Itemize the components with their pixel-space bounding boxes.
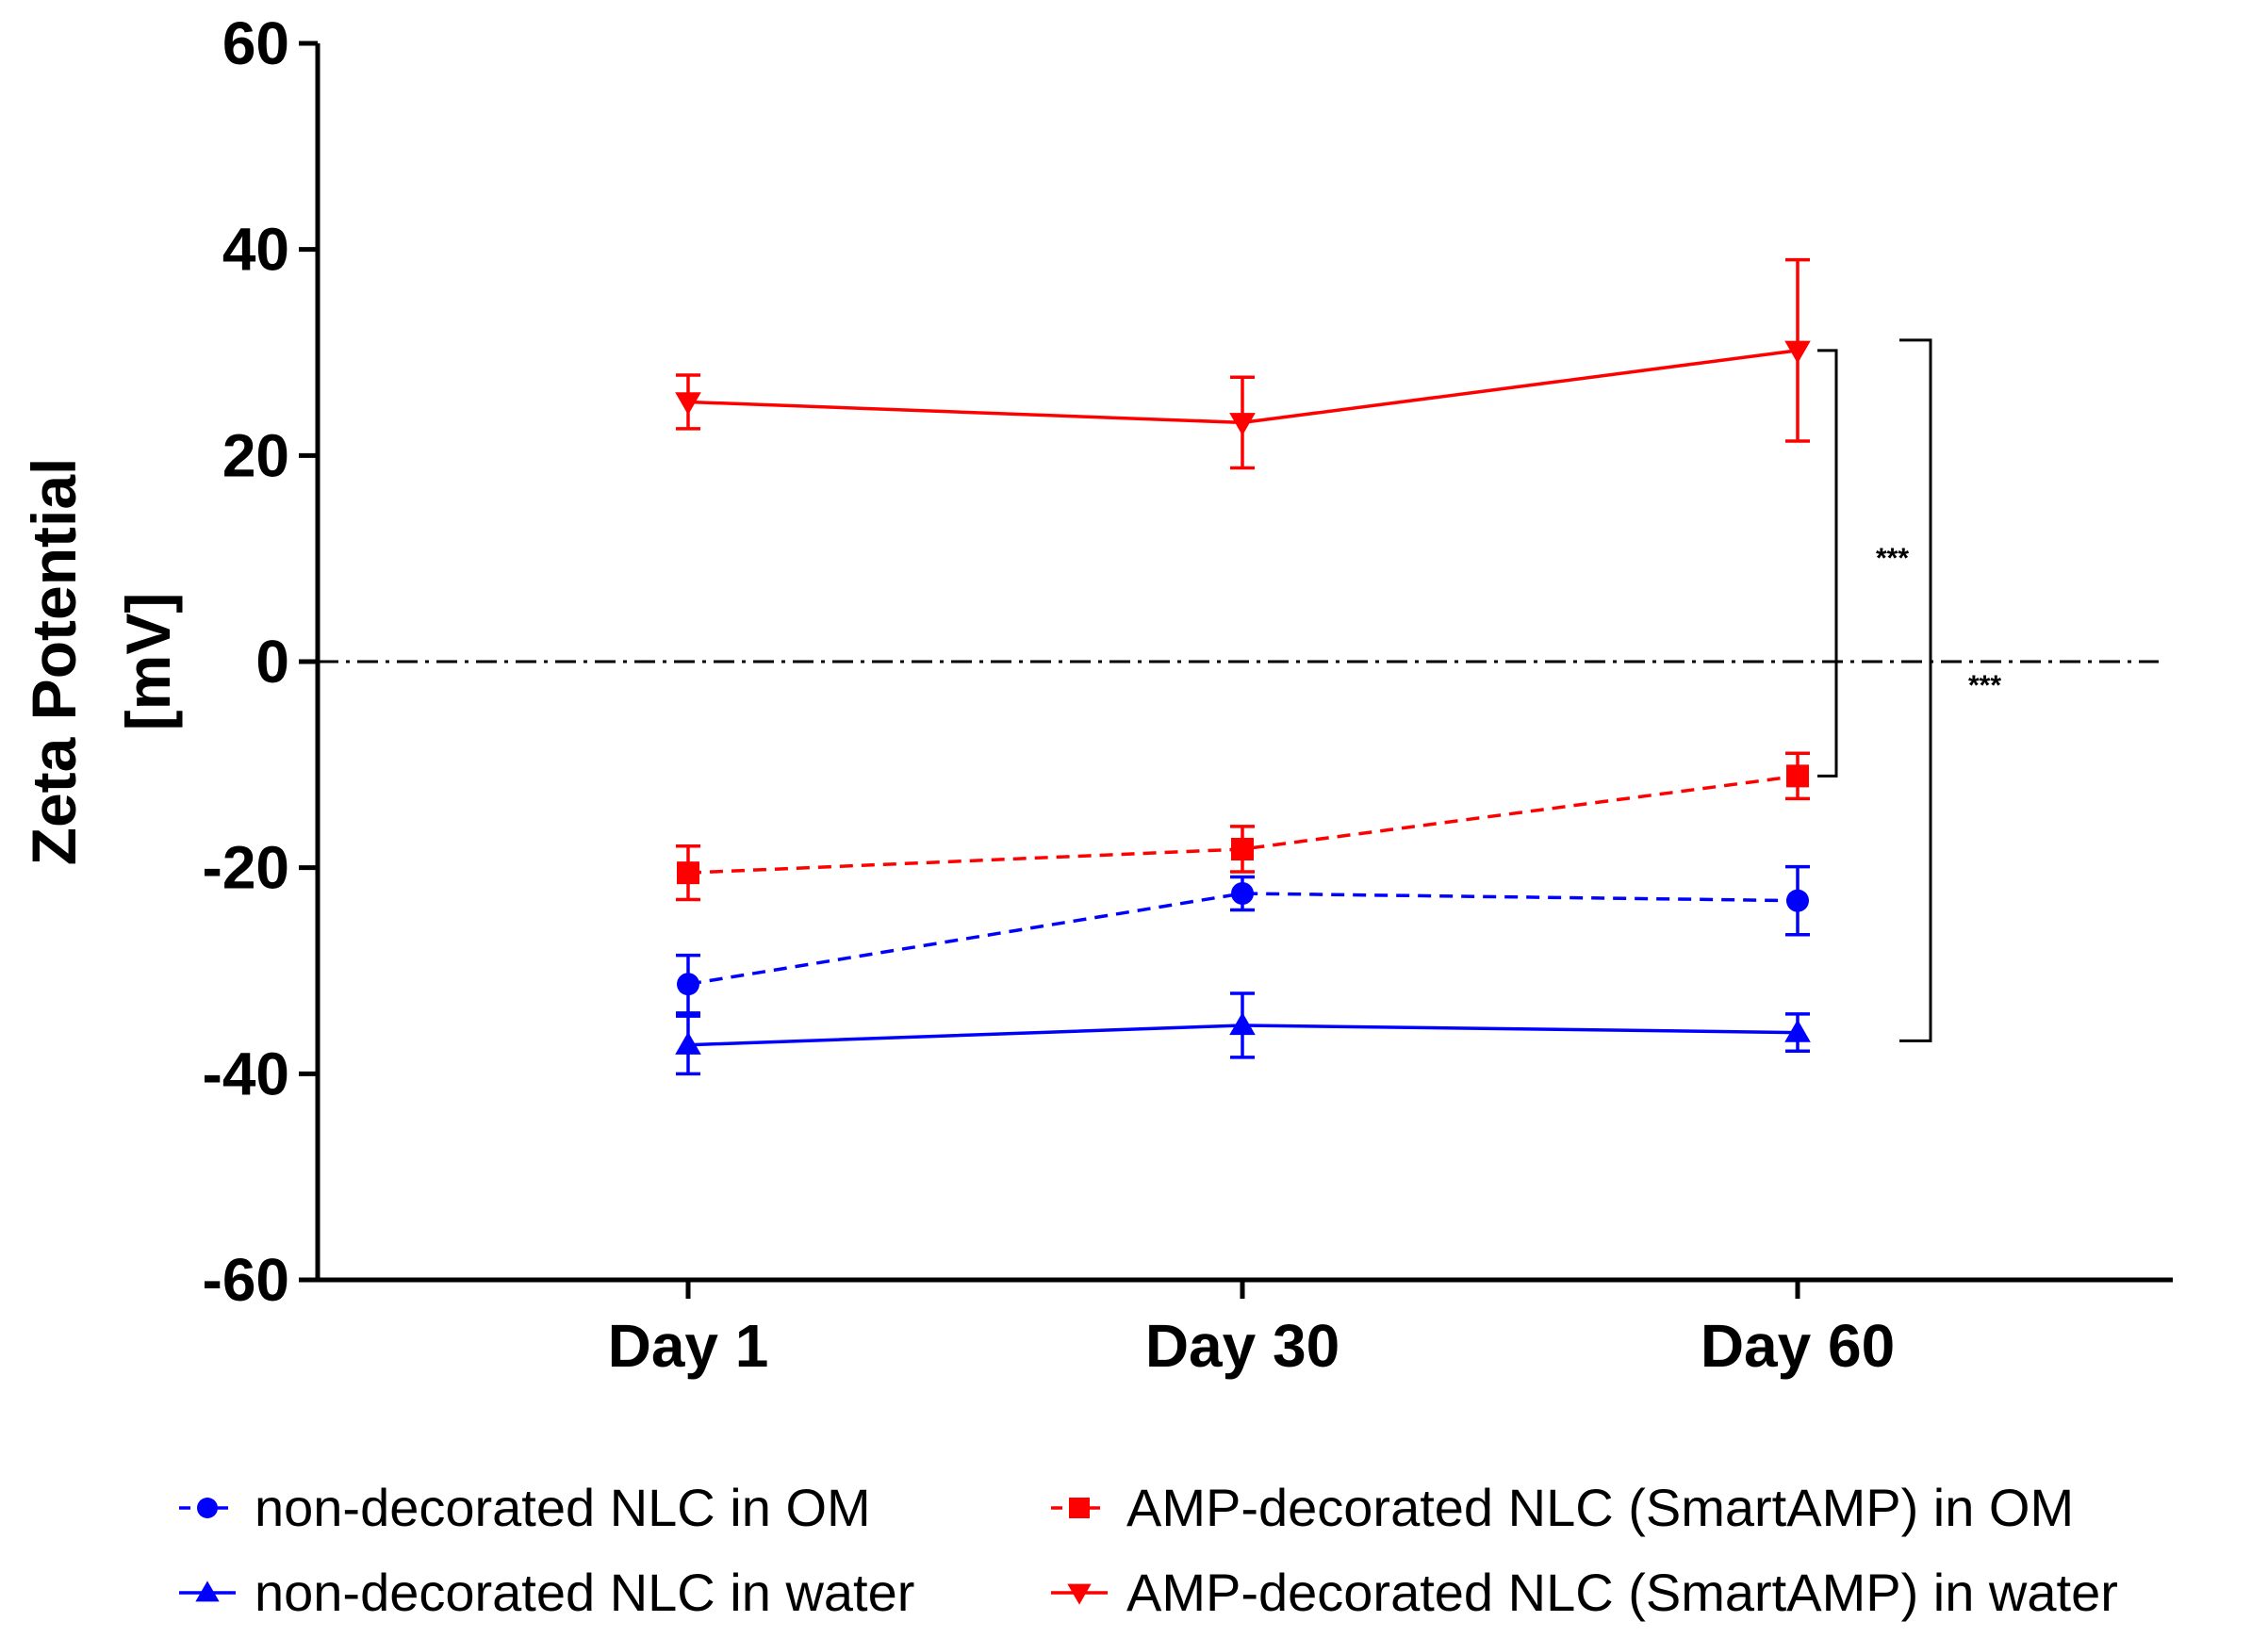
- data-point: [677, 973, 699, 996]
- significance-group: *** ***: [1817, 338, 2001, 1042]
- data-point: [1229, 1012, 1256, 1036]
- legend-item: non-decorated NLC in OM: [179, 1478, 871, 1537]
- legend-item: AMP-decorated NLC (SmartAMP) in water: [1051, 1563, 2118, 1622]
- data-point: [1784, 340, 1811, 364]
- y-tick-label: -60: [203, 1246, 290, 1314]
- y-tick-label: 20: [222, 421, 289, 489]
- series-2: [676, 751, 1810, 902]
- data-point: [1786, 764, 1809, 788]
- data-point: [675, 1031, 701, 1055]
- legend-marker: [1069, 1498, 1090, 1518]
- data-point: [1231, 837, 1254, 860]
- y-axis-unit: [mV]: [113, 593, 183, 731]
- y-axis-title: Zeta Potential: [19, 458, 89, 866]
- data-point: [677, 861, 699, 885]
- series-1: [675, 991, 1811, 1076]
- x-tick-label: Day 60: [1701, 1312, 1895, 1380]
- significance-label: ***: [1876, 543, 1909, 574]
- y-tick-label: 40: [222, 216, 289, 284]
- legend-label: non-decorated NLC in OM: [255, 1478, 871, 1537]
- data-point: [1784, 1019, 1811, 1042]
- data-point: [675, 392, 701, 416]
- y-tick-label: -20: [203, 834, 290, 902]
- x-tick-label: Day 30: [1145, 1312, 1339, 1380]
- bracket-line: [1899, 338, 1932, 1042]
- data-point: [1229, 413, 1256, 436]
- axes: 60 40 20 0 -20 -40 -60 Day 1 Day 30 Day 60 Zeta Po…: [19, 9, 2173, 1380]
- legend-item: non-decorated NLC in water: [179, 1563, 914, 1622]
- significance-bracket: ***: [1817, 349, 1909, 778]
- legend-label: AMP-decorated NLC (SmartAMP) in OM: [1126, 1478, 2074, 1537]
- legend-label: AMP-decorated NLC (SmartAMP) in water: [1126, 1563, 2118, 1622]
- legend-marker: [195, 1581, 220, 1602]
- series-3: [675, 257, 1811, 470]
- significance-bracket: ***: [1899, 338, 2001, 1042]
- data-point: [1231, 882, 1254, 905]
- legend-item: AMP-decorated NLC (SmartAMP) in OM: [1051, 1478, 2074, 1537]
- x-tick-label: Day 1: [608, 1312, 769, 1380]
- series-group: [675, 257, 1811, 1076]
- legend-marker: [197, 1498, 218, 1518]
- data-point: [1786, 889, 1809, 912]
- legend-marker: [1067, 1583, 1092, 1605]
- significance-label: ***: [1968, 670, 2001, 701]
- bracket-line: [1817, 349, 1838, 778]
- legend: non-decorated NLC in OM non-decorated NLC…: [179, 1478, 2118, 1622]
- series-0: [676, 864, 1810, 1015]
- y-tick-label: -40: [203, 1040, 290, 1107]
- legend-label: non-decorated NLC in water: [255, 1563, 914, 1622]
- y-tick-label: 0: [255, 628, 289, 696]
- y-tick-label: 60: [222, 9, 289, 77]
